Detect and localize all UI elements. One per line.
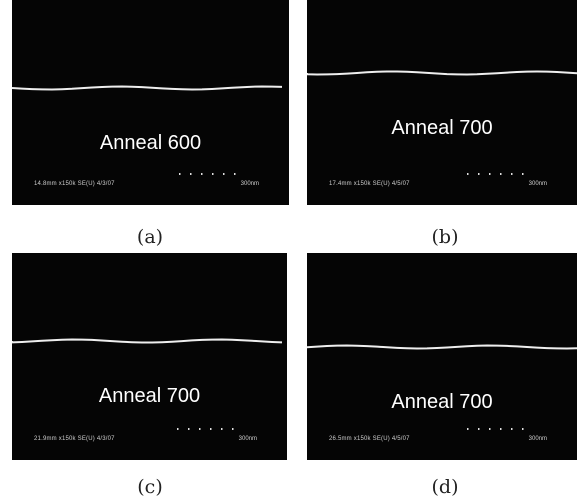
scale-dot	[221, 428, 223, 430]
scale-dot	[489, 173, 491, 175]
sem-image: Anneal 700 26.5mm x150k SE(U) 4/5/07 300nm	[307, 253, 577, 460]
caption: (c)	[110, 476, 190, 498]
scale-dot	[232, 428, 234, 430]
scale-dot	[234, 173, 236, 175]
scale-dot	[179, 173, 181, 175]
scale-dot	[478, 428, 480, 430]
scale-dot	[177, 428, 179, 430]
panel-label: Anneal 600	[12, 132, 289, 155]
sem-image: Anneal 700 17.4mm x150k SE(U) 4/5/07 300nm	[307, 0, 577, 205]
scale-label: 300nm	[529, 181, 547, 187]
figure: Anneal 600 14.8mm x150k SE(U) 4/3/07 300nm…	[0, 0, 577, 504]
scale-dot	[223, 173, 225, 175]
scale-label: 300nm	[529, 436, 547, 442]
sem-texture	[307, 0, 577, 205]
sem-texture	[12, 0, 289, 205]
image-info: 14.8mm x150k SE(U) 4/3/07	[34, 181, 115, 187]
scale-dot	[478, 173, 480, 175]
scale-dot	[201, 173, 203, 175]
scale-dot	[500, 428, 502, 430]
caption: (a)	[110, 226, 190, 248]
scale-label: 300nm	[239, 436, 257, 442]
panel-label: Anneal 700	[307, 117, 577, 140]
sem-image: Anneal 600 14.8mm x150k SE(U) 4/3/07 300nm	[12, 0, 289, 205]
scale-dot	[467, 428, 469, 430]
scale-label: 300nm	[241, 181, 259, 187]
image-info: 26.5mm x150k SE(U) 4/5/07	[329, 436, 410, 442]
scale-dot	[190, 173, 192, 175]
scale-dot	[199, 428, 201, 430]
sem-texture	[307, 253, 577, 460]
caption: (d)	[405, 476, 485, 498]
scale-dot	[511, 173, 513, 175]
scale-dot	[210, 428, 212, 430]
scale-dot	[489, 428, 491, 430]
scale-dot	[511, 428, 513, 430]
scale-dot	[188, 428, 190, 430]
panel-label: Anneal 700	[307, 391, 577, 414]
scale-dot	[522, 173, 524, 175]
panel-label: Anneal 700	[12, 385, 287, 408]
scale-dot	[212, 173, 214, 175]
scale-dot	[467, 173, 469, 175]
caption: (b)	[405, 226, 485, 248]
image-info: 17.4mm x150k SE(U) 4/5/07	[329, 181, 410, 187]
sem-texture	[12, 253, 287, 460]
scale-dot	[522, 428, 524, 430]
scale-dot	[500, 173, 502, 175]
sem-image: Anneal 700 21.9mm x150k SE(U) 4/3/07 300nm	[12, 253, 287, 460]
image-info: 21.9mm x150k SE(U) 4/3/07	[34, 436, 115, 442]
